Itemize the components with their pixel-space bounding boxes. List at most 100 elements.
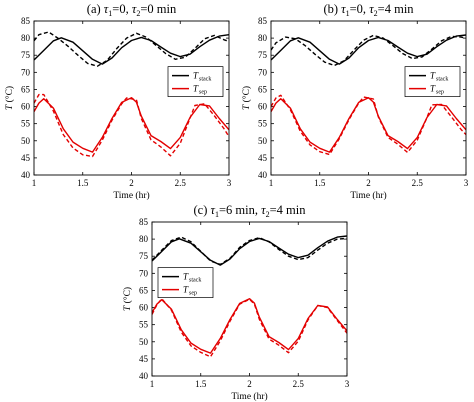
- x-tick-label: 1.5: [314, 178, 326, 188]
- legend-symbol: T: [183, 272, 189, 282]
- y-tick-label: 55: [139, 320, 149, 330]
- series-line-4-dashed: [34, 93, 229, 158]
- legend-box: [404, 66, 461, 97]
- series-line-2-dashed: [34, 31, 229, 67]
- legend-box: [157, 267, 214, 298]
- legend-sub: stack: [436, 77, 448, 83]
- y-axis-label-symbol: T: [123, 305, 133, 311]
- legend-symbol: T: [183, 285, 189, 295]
- x-tick-label: 2.5: [412, 178, 424, 188]
- y-tick-label: 80: [139, 234, 149, 244]
- series-line-1-solid: [34, 34, 229, 65]
- legend-symbol: T: [193, 84, 199, 94]
- legend-label-1: Tstack: [183, 272, 201, 284]
- title-tau-2: τ: [369, 2, 374, 16]
- legend-symbol: T: [430, 84, 436, 94]
- x-tick-label: 1: [32, 178, 37, 188]
- y-axis-label-symbol: T: [5, 104, 15, 110]
- series-line-1-solid: [152, 235, 347, 266]
- x-axis-label: Time (hr): [113, 190, 149, 201]
- legend-symbol: T: [193, 71, 199, 81]
- title-tau-1: τ: [104, 2, 109, 16]
- legend-box: [167, 66, 224, 97]
- y-tick-label: 80: [21, 33, 31, 43]
- y-tick-label: 45: [139, 354, 149, 364]
- series-line-2-dashed: [152, 236, 347, 266]
- y-axis-label: T (°C): [4, 86, 15, 110]
- chart-title: (a) τ1=0, τ2=0 min: [87, 2, 177, 18]
- title-prefix: (c): [194, 203, 211, 217]
- title-sub-2: 2: [136, 9, 140, 18]
- y-tick-label: 40: [139, 371, 149, 381]
- y-tick-label: 85: [139, 217, 149, 227]
- title-mid: =0,: [350, 2, 370, 16]
- y-tick-label: 50: [258, 136, 268, 146]
- y-tick-label: 40: [258, 170, 268, 180]
- y-tick-label: 45: [258, 153, 268, 163]
- y-tick-label: 70: [139, 268, 149, 278]
- legend-symbol: T: [430, 71, 436, 81]
- y-tick-label: 75: [21, 50, 31, 60]
- y-tick-label: 75: [139, 251, 149, 261]
- y-tick-label: 85: [258, 16, 268, 26]
- y-tick-label: 65: [258, 84, 268, 94]
- x-tick-label: 2.5: [293, 379, 305, 389]
- y-axis-label-unit: (°C): [241, 86, 252, 105]
- y-tick-label: 60: [139, 303, 149, 313]
- series-line-3-solid: [271, 97, 466, 153]
- x-axis-label: Time (hr): [231, 391, 267, 402]
- legend-sub: sep: [199, 90, 207, 96]
- title-tau-2: τ: [132, 2, 137, 16]
- y-tick-label: 55: [258, 119, 268, 129]
- legend-label-1: Tstack: [430, 71, 448, 83]
- series-line-3-solid: [34, 97, 229, 153]
- legend-sub: sep: [436, 90, 444, 96]
- title-suffix: =4 min: [270, 203, 307, 217]
- x-axis-label: Time (hr): [350, 190, 386, 201]
- title-mid: =0,: [112, 2, 132, 16]
- legend-sub: stack: [199, 77, 211, 83]
- chart-title: (b) τ1=0, τ2=4 min: [323, 2, 414, 18]
- legend-label-2: Tsep: [430, 84, 444, 96]
- series-line-4-dashed: [271, 94, 466, 156]
- x-tick-label: 2: [129, 178, 134, 188]
- plot-frame: [270, 20, 467, 176]
- y-tick-label: 70: [21, 67, 31, 77]
- x-tick-label: 3: [464, 178, 469, 188]
- title-sub-2: 2: [374, 9, 378, 18]
- title-sub-1: 1: [215, 210, 219, 219]
- title-suffix: =4 min: [378, 2, 415, 16]
- x-tick-label: 2: [366, 178, 371, 188]
- y-tick-label: 65: [139, 285, 149, 295]
- title-prefix: (b): [323, 2, 341, 16]
- y-tick-label: 60: [21, 102, 31, 112]
- y-tick-label: 85: [21, 16, 31, 26]
- legend-sub: stack: [189, 278, 201, 284]
- y-tick-label: 50: [139, 337, 149, 347]
- title-tau-1: τ: [341, 2, 346, 16]
- title-tau-2: τ: [261, 203, 266, 217]
- y-tick-label: 40: [21, 170, 31, 180]
- y-axis-label-unit: (°C): [4, 86, 15, 105]
- chart-title: (c) τ1=6 min, τ2=4 min: [194, 203, 307, 219]
- plot-frame: [151, 221, 348, 377]
- y-tick-label: 60: [258, 102, 268, 112]
- legend-sub: sep: [189, 291, 197, 297]
- title-sub-1: 1: [346, 9, 350, 18]
- y-axis-label-symbol: T: [242, 104, 252, 110]
- series-line-3-solid: [152, 298, 347, 354]
- y-tick-label: 80: [258, 33, 268, 43]
- y-axis-label-unit: (°C): [122, 287, 133, 306]
- title-sub-2: 2: [266, 210, 270, 219]
- x-tick-label: 1: [269, 178, 274, 188]
- title-mid: =6 min,: [219, 203, 261, 217]
- y-tick-label: 50: [21, 136, 31, 146]
- y-tick-label: 45: [21, 153, 31, 163]
- y-tick-label: 65: [21, 84, 31, 94]
- title-prefix: (a): [87, 2, 104, 16]
- title-suffix: =0 min: [140, 2, 177, 16]
- x-tick-label: 2: [247, 379, 252, 389]
